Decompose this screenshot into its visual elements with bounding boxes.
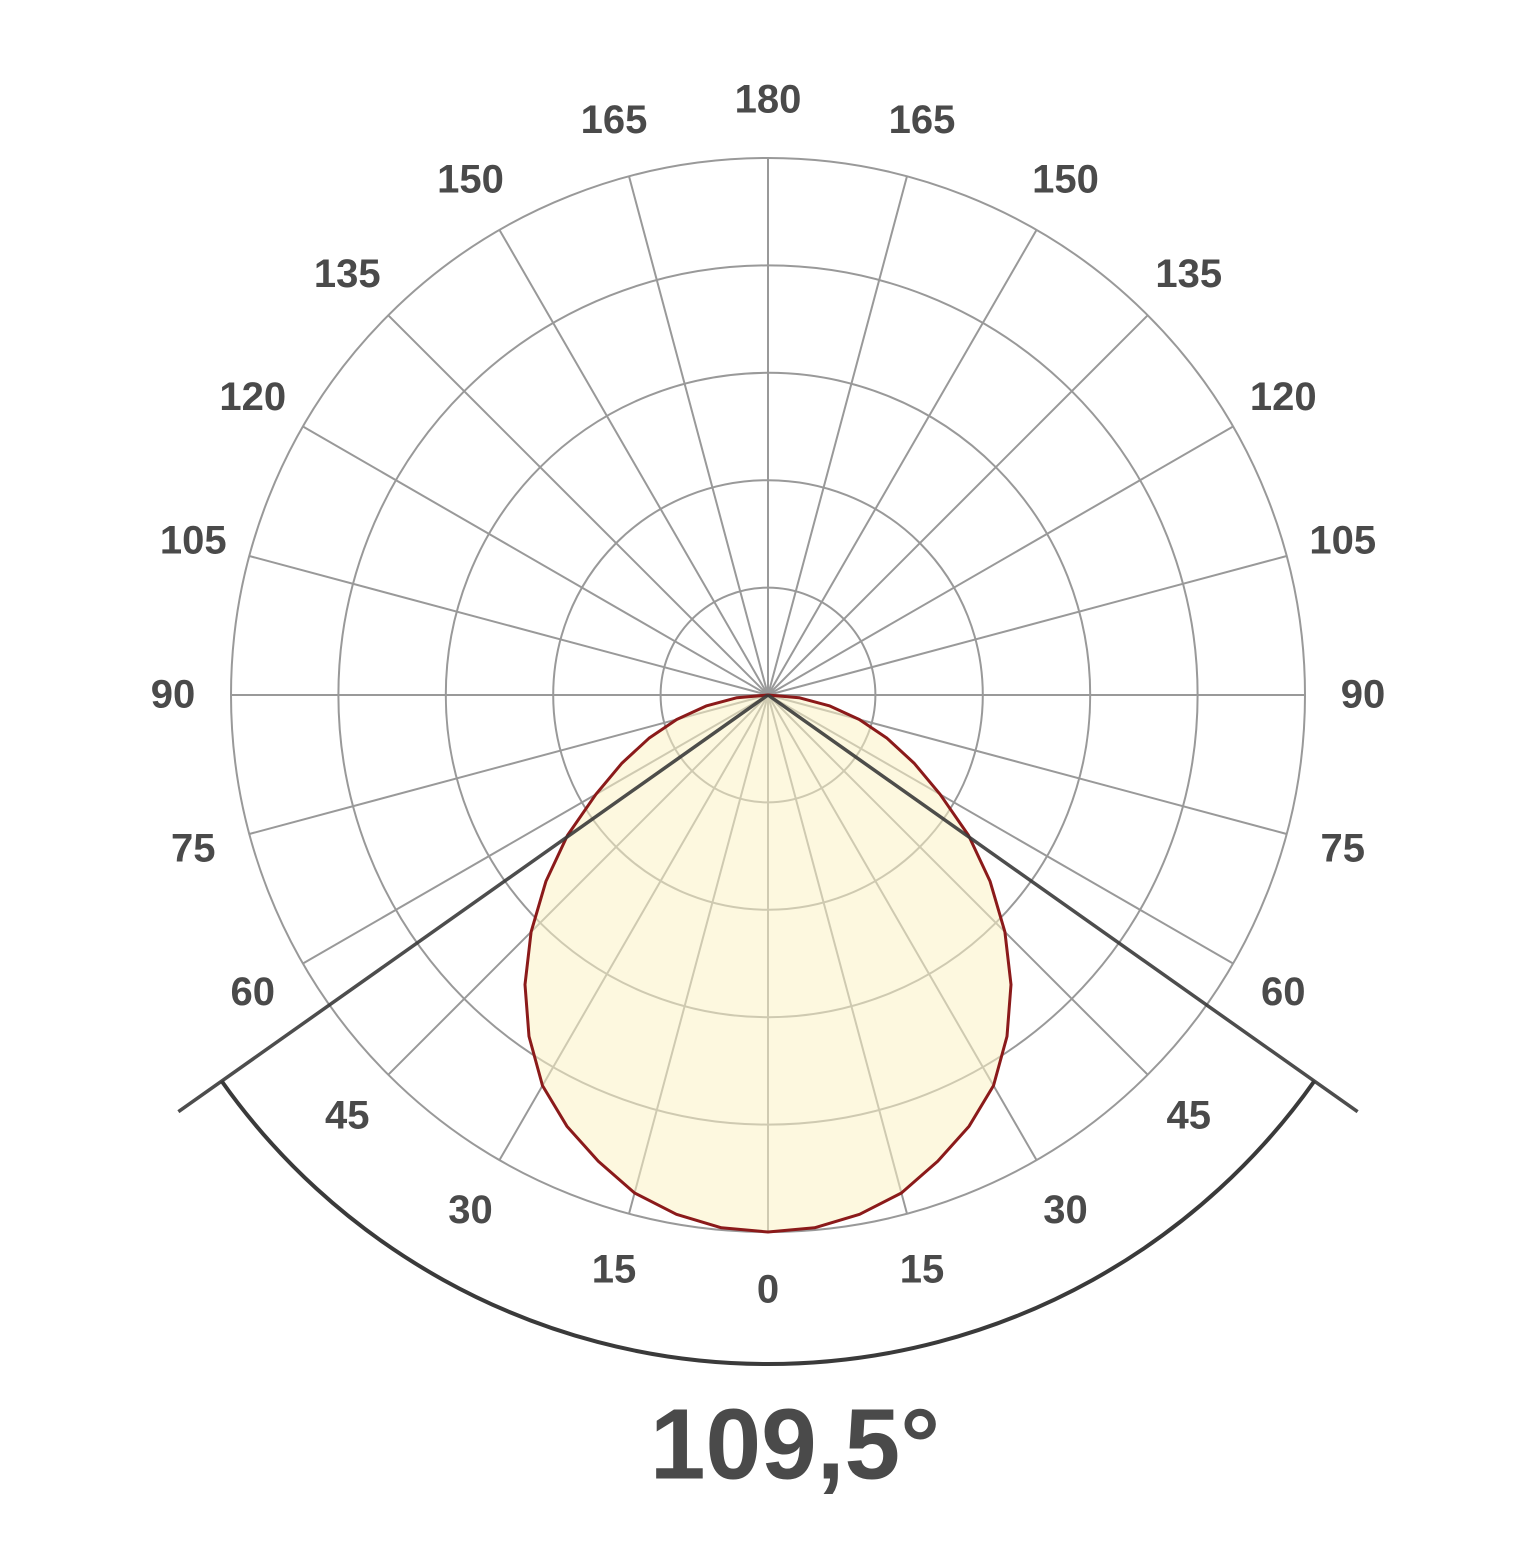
theta-tick-label: 90	[1341, 673, 1386, 717]
theta-tick-label: 45	[325, 1093, 370, 1137]
theta-tick-label: 135	[1155, 252, 1222, 296]
intensity-curve	[523, 693, 1013, 1234]
grid-spoke	[767, 425, 1234, 696]
theta-tick-label: 60	[230, 970, 275, 1014]
theta-tick-label: 45	[1166, 1093, 1211, 1137]
theta-tick-label: 150	[1032, 157, 1099, 201]
grid-spoke	[249, 555, 769, 696]
beam-arc	[220, 1079, 1316, 1366]
theta-tick-label: 150	[437, 157, 504, 201]
theta-tick-label: 15	[900, 1247, 945, 1291]
theta-tick-label: 180	[735, 78, 802, 122]
beam-angle-label: 109,5°	[650, 1388, 940, 1500]
theta-tick-label: 165	[889, 98, 956, 142]
grid-spoke	[498, 229, 769, 696]
theta-tick-label: 135	[314, 252, 381, 296]
theta-tick-label: 30	[448, 1188, 493, 1232]
theta-tick-label: 90	[151, 673, 196, 717]
grid-spoke	[767, 555, 1287, 696]
grid-spoke	[767, 229, 1038, 696]
grid-spoke	[302, 425, 769, 696]
beam-line	[177, 693, 770, 1114]
theta-tick-label: 0	[757, 1268, 779, 1312]
theta-tick-label: 60	[1261, 970, 1306, 1014]
theta-tick-label: 165	[581, 98, 648, 142]
theta-tick-label: 120	[1250, 375, 1317, 419]
grid-spoke	[767, 176, 908, 696]
grid-spoke	[387, 314, 769, 696]
beam-line	[766, 693, 1359, 1114]
grid-spoke	[767, 314, 1149, 696]
grid-spoke	[628, 176, 769, 696]
theta-tick-label: 75	[171, 827, 216, 871]
theta-tick-label: 105	[160, 519, 227, 563]
theta-tick-label: 30	[1043, 1188, 1088, 1232]
theta-tick-label: 75	[1320, 827, 1365, 871]
theta-tick-label: 120	[219, 375, 286, 419]
theta-tick-label: 15	[592, 1247, 637, 1291]
theta-tick-label: 105	[1309, 519, 1376, 563]
